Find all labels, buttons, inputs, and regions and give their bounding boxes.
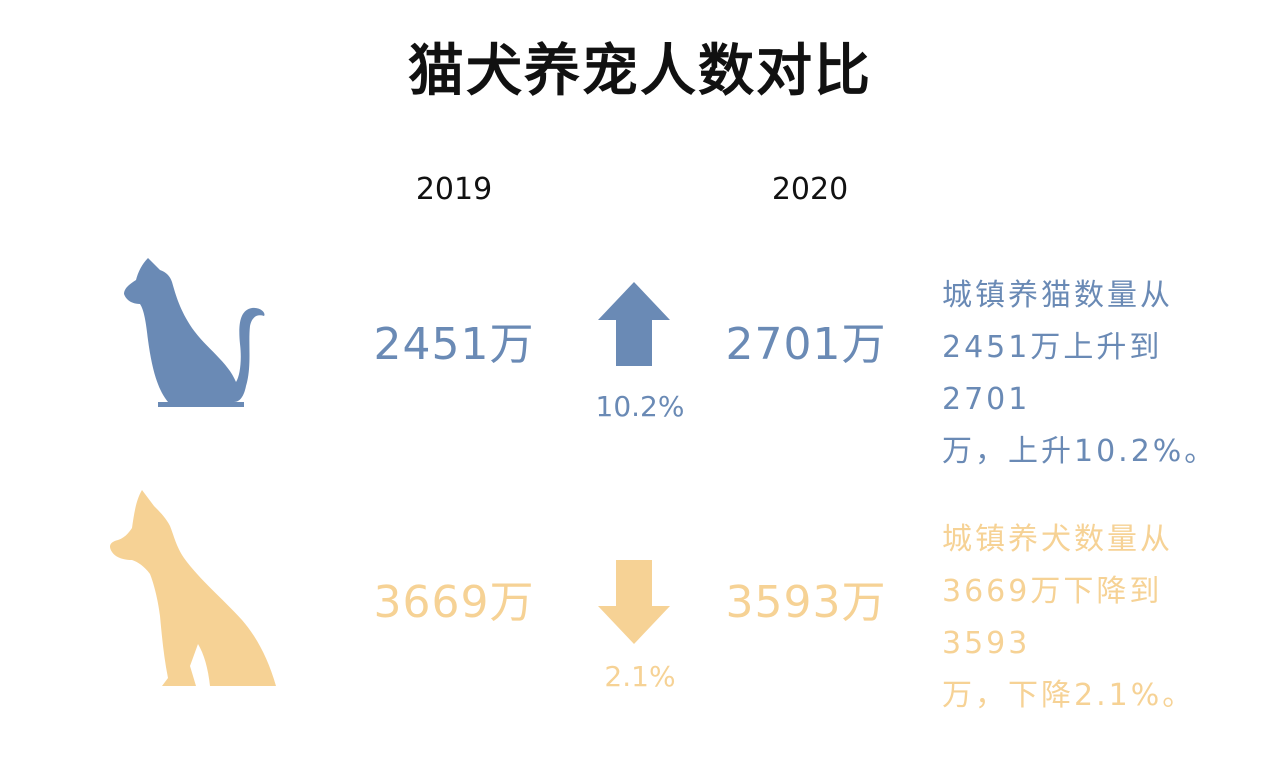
dog-change-label: 2.1% bbox=[604, 660, 676, 693]
cat-description: 城镇养猫数量从 2451万上升到2701 万，上升10.2%。 bbox=[942, 270, 1222, 478]
dog-value-2019: 3669万 bbox=[373, 577, 535, 628]
dog-description: 城镇养犬数量从 3669万下降到3593 万，下降2.1%。 bbox=[942, 514, 1222, 722]
cat-icon bbox=[124, 258, 265, 407]
chart-title: 猫犬养宠人数对比 bbox=[408, 39, 872, 104]
cat-value-2020: 2701万 bbox=[725, 319, 887, 370]
cat-description-line: 万，上升10.2%。 bbox=[942, 434, 1218, 469]
dog-icon bbox=[110, 490, 276, 686]
dog-value-2020: 3593万 bbox=[725, 577, 887, 628]
arrow-down-icon bbox=[598, 560, 670, 644]
cat-description-line: 城镇养猫数量从 bbox=[942, 278, 1173, 313]
dog-description-line: 3669万下降到3593 bbox=[942, 574, 1163, 661]
cat-description-line: 2451万上升到2701 bbox=[942, 330, 1163, 417]
cat-value-2019: 2451万 bbox=[373, 319, 535, 370]
year-2020-label: 2020 bbox=[771, 172, 849, 207]
year-2019-label: 2019 bbox=[415, 172, 493, 207]
arrow-up-icon bbox=[598, 282, 670, 366]
dog-description-line: 万，下降2.1%。 bbox=[942, 678, 1196, 713]
cat-change-label: 10.2% bbox=[595, 390, 685, 423]
dog-description-line: 城镇养犬数量从 bbox=[942, 522, 1173, 557]
